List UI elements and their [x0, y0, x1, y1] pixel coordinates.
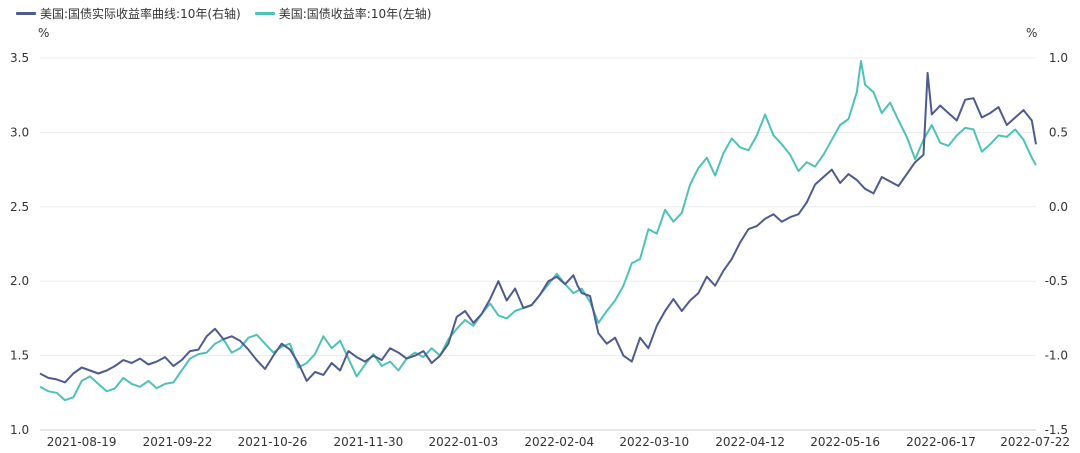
left-tick-label: 3.5 [10, 51, 29, 65]
legend-label-nominal-yield: 美国:国债收益率:10年(左轴) [278, 7, 432, 21]
left-tick-label: 3.0 [10, 125, 29, 139]
x-tick-label: 2022-02-04 [524, 435, 594, 449]
x-tick-label: 2021-11-30 [334, 435, 404, 449]
series-line-nominal-yield [39, 60, 1037, 402]
x-tick-label: 2022-01-03 [429, 435, 499, 449]
left-tick-label: 1.5 [10, 349, 29, 363]
right-tick-label: 1.0 [1049, 51, 1068, 65]
x-tick-label: 2022-07-22 [1000, 435, 1070, 449]
left-axis-unit: % [38, 26, 49, 40]
chart-legend: 美国:国债实际收益率曲线:10年(右轴) 美国:国债收益率:10年(左轴) [16, 5, 445, 22]
series-line-real-yield [39, 71, 1037, 384]
right-tick-label: -1.5 [1045, 423, 1068, 437]
x-tick-label: 2022-05-16 [810, 435, 880, 449]
gridlines [40, 57, 1036, 431]
legend-item-real-yield[interactable]: 美国:国债实际收益率曲线:10年(右轴) [16, 5, 241, 22]
legend-swatch-real-yield [16, 12, 36, 15]
x-tick-label: 2022-06-17 [906, 435, 976, 449]
right-axis-ticks: -1.5 -1.0 -0.5 0.0 0.5 1.0 [1045, 51, 1068, 437]
right-tick-label: 0.0 [1049, 200, 1068, 214]
x-tick-label: 2022-04-12 [715, 435, 785, 449]
right-tick-label: -1.0 [1045, 349, 1068, 363]
left-tick-label: 2.0 [10, 274, 29, 288]
x-axis-ticks: 2021-08-19 2021-09-22 2021-10-26 2021-11-30… [47, 435, 1070, 449]
right-tick-label: 0.5 [1049, 125, 1068, 139]
left-tick-label: 1.0 [10, 423, 29, 437]
legend-swatch-nominal-yield [254, 12, 275, 15]
series-lines [39, 60, 1037, 402]
right-axis-unit: % [1026, 26, 1037, 40]
x-tick-label: 2021-09-22 [143, 435, 213, 449]
right-tick-label: -0.5 [1045, 274, 1068, 288]
x-tick-label: 2022-03-10 [619, 435, 689, 449]
legend-item-nominal-yield[interactable]: 美国:国债收益率:10年(左轴) [254, 5, 432, 22]
left-tick-label: 2.5 [10, 200, 29, 214]
left-axis-ticks: 1.0 1.5 2.0 2.5 3.0 3.5 [10, 51, 29, 437]
x-tick-label: 2021-10-26 [238, 435, 308, 449]
x-tick-label: 2021-08-19 [47, 435, 117, 449]
legend-label-real-yield: 美国:国债实际收益率曲线:10年(右轴) [40, 7, 241, 21]
